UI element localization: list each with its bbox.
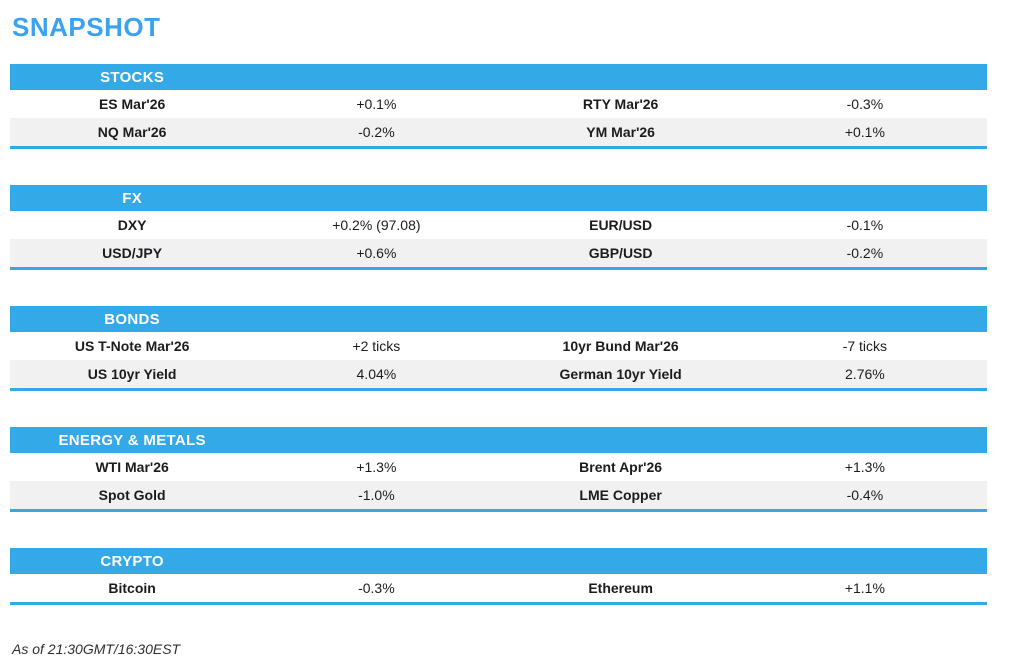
instrument-value: -0.4% xyxy=(846,487,884,503)
section-header-bar: BONDS xyxy=(10,306,987,332)
table-row: ES Mar'26 +0.1% RTY Mar'26 -0.3% xyxy=(10,90,987,118)
table-row: US 10yr Yield 4.04% German 10yr Yield 2.… xyxy=(10,360,987,388)
instrument-value: -0.3% xyxy=(358,580,395,596)
table-row: NQ Mar'26 -0.2% YM Mar'26 +0.1% xyxy=(10,118,987,146)
instrument-label: Ethereum xyxy=(588,580,653,596)
section-header-bar: FX xyxy=(10,185,987,211)
instrument-value: +1.3% xyxy=(356,459,397,475)
instrument-label: LME Copper xyxy=(579,487,662,503)
instrument-label: US T-Note Mar'26 xyxy=(74,338,190,354)
instrument-label: German 10yr Yield xyxy=(559,366,682,382)
table-row: WTI Mar'26 +1.3% Brent Apr'26 +1.3% xyxy=(10,453,987,481)
timestamp-note: As of 21:30GMT/16:30EST xyxy=(12,641,181,657)
section-rows: Bitcoin -0.3% Ethereum +1.1% xyxy=(10,574,987,605)
instrument-value: +0.1% xyxy=(844,124,885,140)
section-header-label: FX xyxy=(122,189,143,207)
section-rows: US T-Note Mar'26 +2 ticks 10yr Bund Mar'… xyxy=(10,332,987,391)
instrument-value: +2 ticks xyxy=(352,338,401,354)
table-row: Bitcoin -0.3% Ethereum +1.1% xyxy=(10,574,987,602)
instrument-label: NQ Mar'26 xyxy=(97,124,167,140)
table-row: Spot Gold -1.0% LME Copper -0.4% xyxy=(10,481,987,509)
snapshot-section: FX DXY +0.2% (97.08) EUR/USD -0.1% USD/J… xyxy=(10,185,987,270)
instrument-label: US 10yr Yield xyxy=(87,366,177,382)
instrument-label: ES Mar'26 xyxy=(98,96,166,112)
instrument-value: +1.3% xyxy=(844,459,885,475)
snapshot-section: CRYPTO Bitcoin -0.3% Ethereum +1.1% xyxy=(10,548,987,605)
table-row: USD/JPY +0.6% GBP/USD -0.2% xyxy=(10,239,987,267)
section-header-label: BONDS xyxy=(104,310,160,328)
section-rows: WTI Mar'26 +1.3% Brent Apr'26 +1.3% Spot… xyxy=(10,453,987,512)
instrument-value: -0.3% xyxy=(846,96,884,112)
section-rows: ES Mar'26 +0.1% RTY Mar'26 -0.3% NQ Mar'… xyxy=(10,90,987,149)
instrument-value: +0.1% xyxy=(356,96,397,112)
instrument-label: WTI Mar'26 xyxy=(95,459,169,475)
instrument-value: -7 ticks xyxy=(842,338,888,354)
instrument-label: GBP/USD xyxy=(588,245,653,261)
section-header-label: ENERGY & METALS xyxy=(58,431,206,449)
instrument-value: -0.2% xyxy=(358,124,395,140)
instrument-value: +0.2% (97.08) xyxy=(332,217,421,233)
instrument-value: +0.6% xyxy=(356,245,397,261)
page-title: SNAPSHOT xyxy=(12,12,161,42)
instrument-label: Brent Apr'26 xyxy=(579,459,663,475)
instrument-label: RTY Mar'26 xyxy=(582,96,659,112)
instrument-value: -1.0% xyxy=(358,487,395,503)
instrument-label: Bitcoin xyxy=(108,580,156,596)
section-header-label: STOCKS xyxy=(100,68,165,86)
instrument-value: 2.76% xyxy=(845,366,885,382)
instrument-label: EUR/USD xyxy=(589,217,653,233)
section-rows: DXY +0.2% (97.08) EUR/USD -0.1% USD/JPY … xyxy=(10,211,987,270)
snapshot-section: STOCKS ES Mar'26 +0.1% RTY Mar'26 -0.3% … xyxy=(10,64,987,149)
snapshot-section: ENERGY & METALS WTI Mar'26 +1.3% Brent A… xyxy=(10,427,987,512)
instrument-label: Spot Gold xyxy=(98,487,166,503)
instrument-value: -0.1% xyxy=(846,217,884,233)
table-row: DXY +0.2% (97.08) EUR/USD -0.1% xyxy=(10,211,987,239)
instrument-value: 4.04% xyxy=(356,366,397,382)
table-row: US T-Note Mar'26 +2 ticks 10yr Bund Mar'… xyxy=(10,332,987,360)
instrument-label: USD/JPY xyxy=(102,245,163,261)
instrument-label: YM Mar'26 xyxy=(586,124,655,140)
section-header-bar: ENERGY & METALS xyxy=(10,427,987,453)
instrument-label: DXY xyxy=(117,217,147,233)
instrument-value: +1.1% xyxy=(844,580,885,596)
snapshot-section: BONDS US T-Note Mar'26 +2 ticks 10yr Bun… xyxy=(10,306,987,391)
section-header-bar: STOCKS xyxy=(10,64,987,90)
sections-container: STOCKS ES Mar'26 +0.1% RTY Mar'26 -0.3% … xyxy=(10,64,987,605)
section-header-label: CRYPTO xyxy=(100,552,164,570)
section-header-bar: CRYPTO xyxy=(10,548,987,574)
instrument-label: 10yr Bund Mar'26 xyxy=(562,338,679,354)
instrument-value: -0.2% xyxy=(846,245,884,261)
